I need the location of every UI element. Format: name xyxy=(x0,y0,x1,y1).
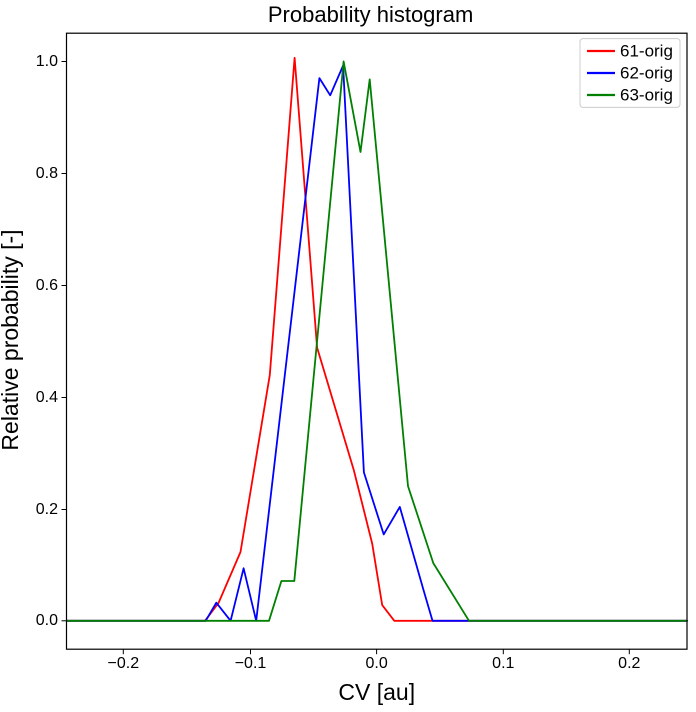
svg-text:61-orig: 61-orig xyxy=(620,42,673,61)
svg-text:0.0: 0.0 xyxy=(365,655,387,672)
svg-text:63-orig: 63-orig xyxy=(620,86,673,105)
svg-text:1.0: 1.0 xyxy=(36,53,58,70)
svg-text:−0.1: −0.1 xyxy=(235,655,267,672)
svg-text:0.2: 0.2 xyxy=(618,655,640,672)
svg-text:−0.2: −0.2 xyxy=(108,655,140,672)
svg-text:0.1: 0.1 xyxy=(492,655,514,672)
svg-text:CV [au]: CV [au] xyxy=(338,679,415,705)
svg-text:0.6: 0.6 xyxy=(36,277,58,294)
svg-text:0.4: 0.4 xyxy=(36,389,58,406)
svg-text:0.0: 0.0 xyxy=(36,612,58,629)
svg-text:62-orig: 62-orig xyxy=(620,64,673,83)
svg-text:0.8: 0.8 xyxy=(36,165,58,182)
svg-text:0.2: 0.2 xyxy=(36,501,58,518)
svg-text:Probability histogram: Probability histogram xyxy=(268,2,473,27)
svg-text:Relative probability [-]: Relative probability [-] xyxy=(0,229,23,450)
